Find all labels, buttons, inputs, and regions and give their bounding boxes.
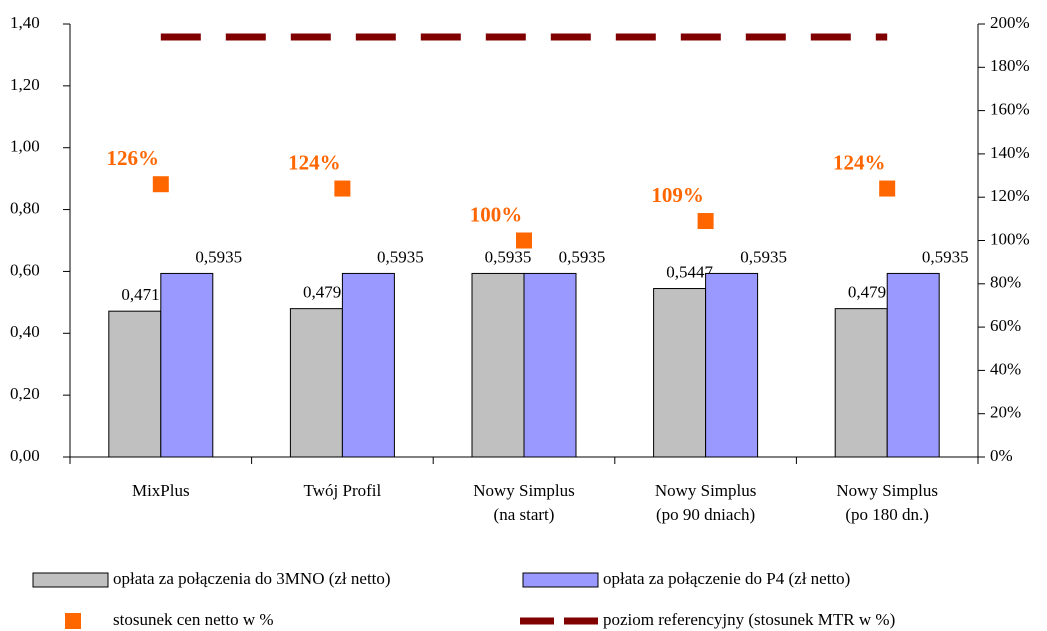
legend-label: opłata za połączenia do 3MNO (zł netto) xyxy=(113,569,391,588)
value-label: 0,5935 xyxy=(559,247,606,266)
y2-tick-label: 0% xyxy=(990,446,1013,465)
legend-swatch xyxy=(32,572,109,588)
y2-tick-label: 160% xyxy=(990,100,1030,119)
bar xyxy=(108,310,162,458)
bar xyxy=(653,288,707,458)
y2-tick-label: 20% xyxy=(990,403,1021,422)
value-label: 126% xyxy=(107,146,160,170)
point xyxy=(334,180,351,197)
legend-swatch xyxy=(65,613,81,629)
x-tick-label: MixPlus xyxy=(131,481,190,500)
y2-tick-label: 60% xyxy=(990,316,1021,335)
y2-tick-label: 80% xyxy=(990,273,1021,292)
y2-tick-label: 200% xyxy=(990,13,1030,32)
x-tick-label: Nowy Simplus (po 180 dn.) xyxy=(836,481,938,524)
point xyxy=(152,176,169,193)
legend-swatch xyxy=(522,572,599,588)
value-label: 100% xyxy=(470,202,523,226)
y-tick-label: 0,00 xyxy=(10,446,40,465)
bar xyxy=(834,308,888,458)
point xyxy=(697,213,714,230)
y2-tick-label: 140% xyxy=(990,143,1030,162)
legend-label: stosunek cen netto w % xyxy=(113,610,274,629)
y2-tick-label: 100% xyxy=(990,229,1030,248)
x-tick-label: Nowy Simplus (po 90 dniach) xyxy=(654,481,757,524)
point xyxy=(879,180,896,197)
y-tick-label: 0,80 xyxy=(10,198,40,217)
value-label: 0,5447 xyxy=(666,262,713,281)
y-tick-label: 0,20 xyxy=(10,384,40,403)
value-label: 0,5935 xyxy=(195,247,242,266)
bar xyxy=(289,308,343,458)
y2-tick-label: 120% xyxy=(990,186,1030,205)
bar xyxy=(160,272,214,458)
y-tick-label: 0,60 xyxy=(10,260,40,279)
bar xyxy=(523,272,577,458)
value-label: 0,4797 xyxy=(303,283,350,302)
value-label: 0,4715 xyxy=(121,285,168,304)
bar xyxy=(705,272,759,458)
bar xyxy=(341,272,395,458)
bar xyxy=(886,272,940,458)
value-label: 124% xyxy=(288,150,341,174)
legend-label: poziom referencyjny (stosunek MTR w %) xyxy=(603,610,895,629)
value-label: 0,5935 xyxy=(485,247,532,266)
y-tick-label: 1,20 xyxy=(10,75,40,94)
y-tick-label: 1,40 xyxy=(10,13,40,32)
x-tick-label: Twój Profil xyxy=(303,481,382,500)
y-tick-label: 1,00 xyxy=(10,137,40,156)
y2-tick-label: 180% xyxy=(990,56,1030,75)
y-tick-label: 0,40 xyxy=(10,322,40,341)
value-label: 0,5935 xyxy=(740,247,787,266)
x-tick-label: Nowy Simplus (na start) xyxy=(473,481,575,524)
bar xyxy=(471,272,525,458)
value-label: 124% xyxy=(833,150,886,174)
value-label: 0,5935 xyxy=(922,247,969,266)
point xyxy=(516,232,532,249)
value-label: 0,5935 xyxy=(377,247,424,266)
y2-tick-label: 40% xyxy=(990,359,1021,378)
value-label: 0,4797 xyxy=(848,283,895,302)
legend-label: opłata za połączenie do P4 (zł netto) xyxy=(603,569,850,588)
value-label: 109% xyxy=(651,183,704,207)
